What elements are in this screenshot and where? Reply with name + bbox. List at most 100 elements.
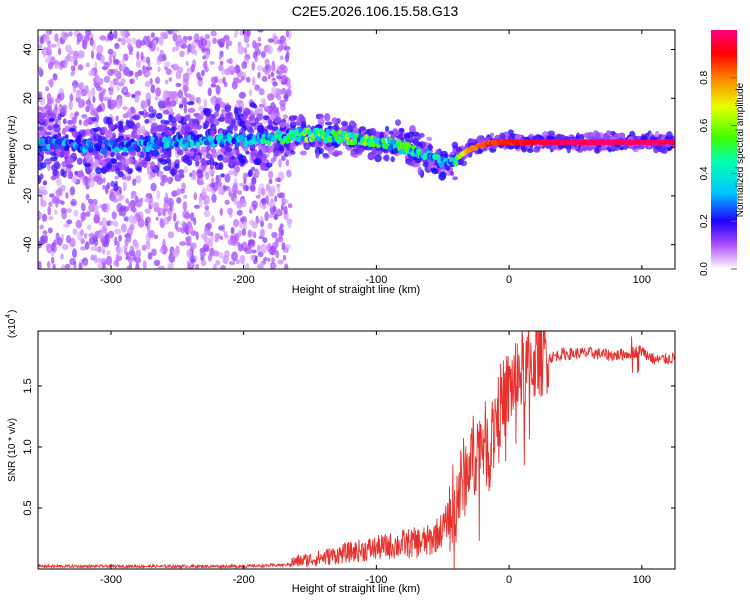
noise-speck (221, 265, 225, 269)
noise-speck (176, 197, 182, 204)
noise-speck (77, 98, 83, 109)
band-cell (127, 120, 136, 128)
noise-speck (260, 220, 264, 228)
noise-speck (172, 249, 179, 258)
band-cell (84, 128, 92, 136)
noise-speck (102, 265, 106, 269)
noise-speck (63, 32, 70, 38)
noise-speck (40, 234, 47, 245)
noise-speck (268, 178, 273, 184)
noise-speck (122, 106, 128, 111)
band-cell (267, 93, 275, 101)
band-cell (101, 166, 108, 174)
noise-speck (218, 225, 224, 231)
noise-speck (101, 217, 107, 227)
spectrogram-marks (38, 30, 675, 269)
band-cell (251, 177, 257, 185)
noise-speck (200, 38, 208, 47)
noise-speck (120, 78, 126, 85)
band-cell (38, 113, 46, 123)
band-cell (259, 153, 267, 161)
noise-speck (126, 175, 132, 181)
band-cell (153, 166, 158, 173)
ridge-cell (189, 141, 195, 148)
noise-speck (203, 98, 207, 109)
noise-speck (52, 73, 58, 81)
band-cell (587, 131, 594, 141)
noise-speck (275, 177, 281, 183)
band-cell (266, 124, 273, 130)
noise-speck (179, 50, 185, 58)
band-cell (209, 161, 214, 170)
ridge-cell (390, 139, 396, 146)
noise-speck (145, 66, 153, 71)
noise-speck (201, 47, 209, 52)
noise-speck (227, 238, 233, 246)
noise-speck (267, 257, 271, 262)
noise-speck (117, 37, 122, 42)
noise-speck (256, 170, 260, 177)
noise-speck (69, 186, 76, 196)
spectrogram-x-tick-label: 100 (633, 274, 651, 286)
noise-speck (52, 263, 56, 269)
noise-speck (49, 56, 56, 65)
noise-speck (176, 34, 182, 45)
ridge-cell (453, 160, 459, 167)
noise-speck (179, 241, 187, 246)
band-cell (71, 152, 77, 158)
noise-speck (142, 260, 147, 269)
noise-speck (233, 177, 238, 186)
noise-speck (151, 248, 157, 257)
band-cell (288, 143, 296, 151)
noise-speck (167, 176, 173, 185)
band-cell (184, 114, 191, 121)
noise-speck (172, 63, 179, 70)
ridge-cell (439, 162, 445, 169)
noise-speck (272, 205, 277, 213)
noise-speck (154, 95, 159, 101)
noise-speck (211, 177, 215, 185)
band-cell (168, 130, 173, 137)
noise-speck (58, 88, 65, 94)
noise-speck (87, 90, 92, 100)
noise-speck (77, 64, 84, 71)
noise-speck (88, 232, 95, 238)
noise-speck (247, 239, 255, 245)
band-cell (220, 147, 226, 153)
band-cell (601, 143, 608, 150)
noise-speck (159, 247, 164, 254)
noise-speck (239, 217, 246, 222)
noise-speck (184, 86, 188, 97)
band-cell (205, 153, 213, 159)
band-cell (200, 146, 208, 152)
noise-speck (113, 30, 118, 40)
noise-speck (182, 221, 187, 228)
noise-speck (39, 224, 44, 230)
noise-speck (269, 245, 277, 256)
noise-speck (155, 216, 159, 221)
band-cell (92, 133, 101, 142)
band-cell (131, 150, 137, 157)
noise-speck (94, 246, 99, 252)
noise-speck (221, 67, 225, 76)
noise-speck (107, 31, 114, 41)
noise-speck (223, 230, 228, 239)
band-cell (67, 119, 73, 125)
noise-speck (103, 241, 109, 248)
band-cell (177, 149, 184, 156)
band-cell (203, 108, 212, 117)
noise-speck (195, 263, 200, 269)
noise-speck (157, 66, 161, 73)
noise-speck (72, 248, 77, 259)
noise-speck (279, 192, 286, 199)
noise-speck (257, 244, 261, 253)
spectrogram-y-tick-label: -40 (22, 237, 34, 253)
band-cell (235, 165, 240, 173)
noise-speck (60, 207, 67, 214)
band-cell (143, 160, 148, 169)
band-cell (318, 147, 324, 155)
noise-speck (50, 256, 55, 264)
noise-speck (239, 254, 246, 265)
noise-speck (245, 185, 249, 191)
noise-speck (183, 194, 188, 199)
